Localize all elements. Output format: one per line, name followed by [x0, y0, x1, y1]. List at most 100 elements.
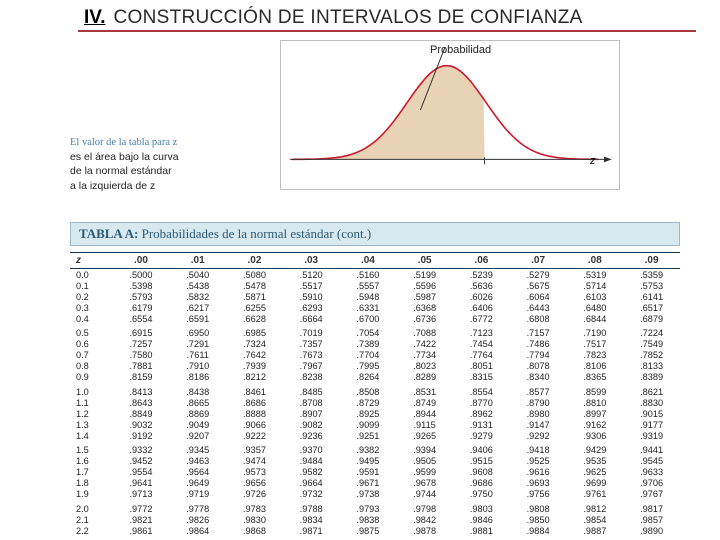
table-row: 2.1.9821.9826.9830.9834.9838.9842.9846.9…: [70, 514, 680, 525]
probability-cell: .9332: [113, 445, 170, 456]
probability-cell: .8770: [453, 397, 510, 408]
probability-cell: .8212: [226, 372, 283, 387]
probability-cell: .5517: [283, 280, 340, 291]
table-row: 0.5.6915.6950.6985.7019.7054.7088.7123.7…: [70, 328, 680, 339]
probability-cell: .9484: [283, 456, 340, 467]
section-number: IV.: [84, 7, 106, 29]
probability-cell: .9082: [283, 419, 340, 430]
probability-cell: .9616: [510, 467, 567, 478]
z-row-label: 1.0: [70, 386, 113, 397]
z-row-label: 1.4: [70, 430, 113, 445]
probability-cell: .7549: [623, 339, 680, 350]
z-table-title-bold: TABLA A:: [79, 226, 138, 241]
probability-cell: .6985: [226, 328, 283, 339]
probability-cell: .9846: [453, 514, 510, 525]
normal-curve-figure: Probabilidad z El valor de la tabla para…: [70, 40, 660, 220]
probability-cell: .7454: [453, 339, 510, 350]
probability-cell: .6950: [169, 328, 226, 339]
probability-cell: .6103: [566, 291, 623, 302]
z-row-label: 1.5: [70, 445, 113, 456]
probability-cell: .9357: [226, 445, 283, 456]
probability-cell: .6591: [169, 313, 226, 328]
probability-cell: .5832: [169, 291, 226, 302]
probability-cell: .9573: [226, 467, 283, 478]
probability-cell: .9382: [340, 445, 397, 456]
probability-cell: .9554: [113, 467, 170, 478]
probability-cell: .9686: [453, 478, 510, 489]
column-header-cell: .07: [510, 253, 567, 269]
probability-cell: .9015: [623, 408, 680, 419]
probability-cell: .8289: [396, 372, 453, 387]
table-row: 1.7.9554.9564.9573.9582.9591.9599.9608.9…: [70, 467, 680, 478]
probability-cell: .5793: [113, 291, 170, 302]
probability-cell: .6179: [113, 302, 170, 313]
probability-cell: .5987: [396, 291, 453, 302]
z-row-label: 1.2: [70, 408, 113, 419]
probability-cell: .9474: [226, 456, 283, 467]
sidenote-line2: es el área bajo la curva: [70, 151, 179, 163]
probability-cell: .8315: [453, 372, 510, 387]
probability-cell: .9418: [510, 445, 567, 456]
probability-cell: .7054: [340, 328, 397, 339]
probability-cell: .9207: [169, 430, 226, 445]
probability-cell: .5871: [226, 291, 283, 302]
z-axis-label: z: [590, 155, 596, 167]
probability-cell: .8665: [169, 397, 226, 408]
probability-cell: .8461: [226, 386, 283, 397]
shaded-area: [292, 66, 484, 160]
probability-cell: .8869: [169, 408, 226, 419]
probability-cell: .9147: [510, 419, 567, 430]
probability-cell: .6331: [340, 302, 397, 313]
z-table-body: 0.0.5000.5040.5080.5120.5160.5199.5239.5…: [70, 269, 680, 537]
table-row: 1.9.9713.9719.9726.9732.9738.9744.9750.9…: [70, 489, 680, 504]
probability-cell: .9834: [283, 514, 340, 525]
normal-curve-box: [280, 40, 620, 190]
probability-cell: .8159: [113, 372, 170, 387]
probability-cell: .9778: [169, 503, 226, 514]
table-row: 0.8.7881.7910.7939.7967.7995.8023.8051.8…: [70, 361, 680, 372]
probability-cell: .7257: [113, 339, 170, 350]
probability-cell: .8849: [113, 408, 170, 419]
probability-cell: .8729: [340, 397, 397, 408]
z-row-label: 1.8: [70, 478, 113, 489]
table-row: 2.0.9772.9778.9783.9788.9793.9798.9803.9…: [70, 503, 680, 514]
probability-cell: .9535: [566, 456, 623, 467]
probability-cell: .5596: [396, 280, 453, 291]
probability-cell: .9032: [113, 419, 170, 430]
probability-cell: .8790: [510, 397, 567, 408]
probability-cell: .6879: [623, 313, 680, 328]
probability-cell: .9406: [453, 445, 510, 456]
probability-cell: .7389: [340, 339, 397, 350]
probability-cell: .9515: [453, 456, 510, 467]
probability-cell: .5239: [453, 269, 510, 281]
probability-cell: .9850: [510, 514, 567, 525]
probability-cell: .7852: [623, 350, 680, 361]
z-row-label: 0.6: [70, 339, 113, 350]
probability-cell: .9732: [283, 489, 340, 504]
probability-cell: .9744: [396, 489, 453, 504]
probability-cell: .6664: [283, 313, 340, 328]
probability-cell: .8389: [623, 372, 680, 387]
probability-cell: .9808: [510, 503, 567, 514]
probability-cell: .8962: [453, 408, 510, 419]
probability-cell: .8264: [340, 372, 397, 387]
probability-cell: .9821: [113, 514, 170, 525]
probability-cell: .7291: [169, 339, 226, 350]
probability-cell: .9162: [566, 419, 623, 430]
probability-cell: .9881: [453, 525, 510, 536]
z-row-label: 0.8: [70, 361, 113, 372]
probability-cell: .7486: [510, 339, 567, 350]
probability-cell: .7357: [283, 339, 340, 350]
sidenote-line4: a la izquierda de z: [70, 180, 155, 192]
probability-cell: .6844: [566, 313, 623, 328]
probability-cell: .7823: [566, 350, 623, 361]
probability-cell: .9265: [396, 430, 453, 445]
probability-cell: .7190: [566, 328, 623, 339]
probability-cell: .9131: [453, 419, 510, 430]
probability-cell: .8997: [566, 408, 623, 419]
probability-cell: .8925: [340, 408, 397, 419]
probability-cell: .7088: [396, 328, 453, 339]
probability-cell: .8749: [396, 397, 453, 408]
probability-cell: .9345: [169, 445, 226, 456]
table-row: 0.7.7580.7611.7642.7673.7704.7734.7764.7…: [70, 350, 680, 361]
